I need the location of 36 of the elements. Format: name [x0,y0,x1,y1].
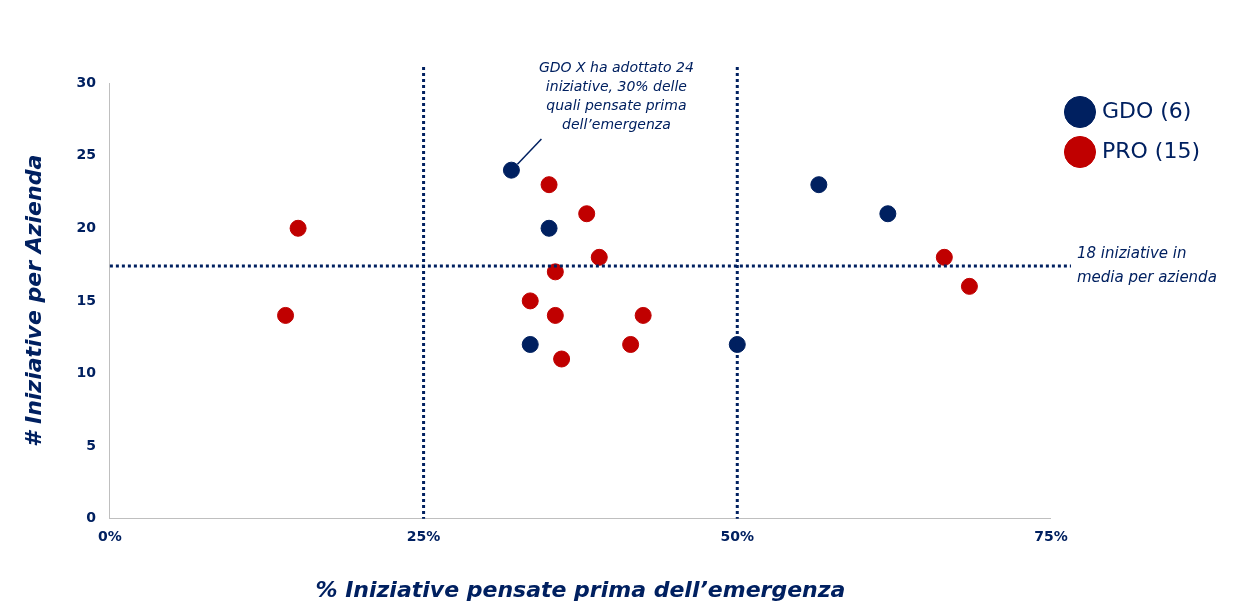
x-tick-label: 75% [1034,527,1068,544]
y-tick-label: 20 [76,218,97,235]
point [546,306,564,324]
y-tick-label: 5 [86,436,96,453]
point [502,161,520,179]
y-tick-label: 15 [76,291,96,308]
ref-line-label: 18 iniziative in media per azienda [1076,243,1217,286]
point [879,205,897,223]
point [810,176,828,194]
x-tick-label: 50% [720,527,755,544]
legend-label: PRO (15) [1101,137,1201,163]
annotation: GDO X ha adottato 24 iniziative, 30% delle quali pensate prima dell’emergenza [538,58,694,132]
point [546,263,564,281]
point [289,219,307,237]
legend-label: GDO (6) [1101,97,1192,123]
x-axis-title: % Iniziative pensate prima dell’emergenza [315,576,846,602]
y-axis-title: # Iniziative per Azienda [20,154,46,448]
point [277,306,295,324]
point [590,248,608,266]
point [540,176,558,194]
point [553,350,571,368]
y-tick-label: 10 [76,364,97,381]
point [960,277,978,295]
y-tick-label: 30 [76,73,97,90]
point [634,306,652,324]
y-tick-label: 0 [86,509,97,526]
point [578,205,596,223]
point [935,248,953,266]
point [622,335,640,353]
y-tick-label: 25 [76,146,96,163]
x-tick-label: 25% [406,527,441,544]
point [521,335,539,353]
point [728,335,746,353]
x-tick-label: 0% [97,527,122,544]
point [540,219,558,237]
point [521,292,539,310]
